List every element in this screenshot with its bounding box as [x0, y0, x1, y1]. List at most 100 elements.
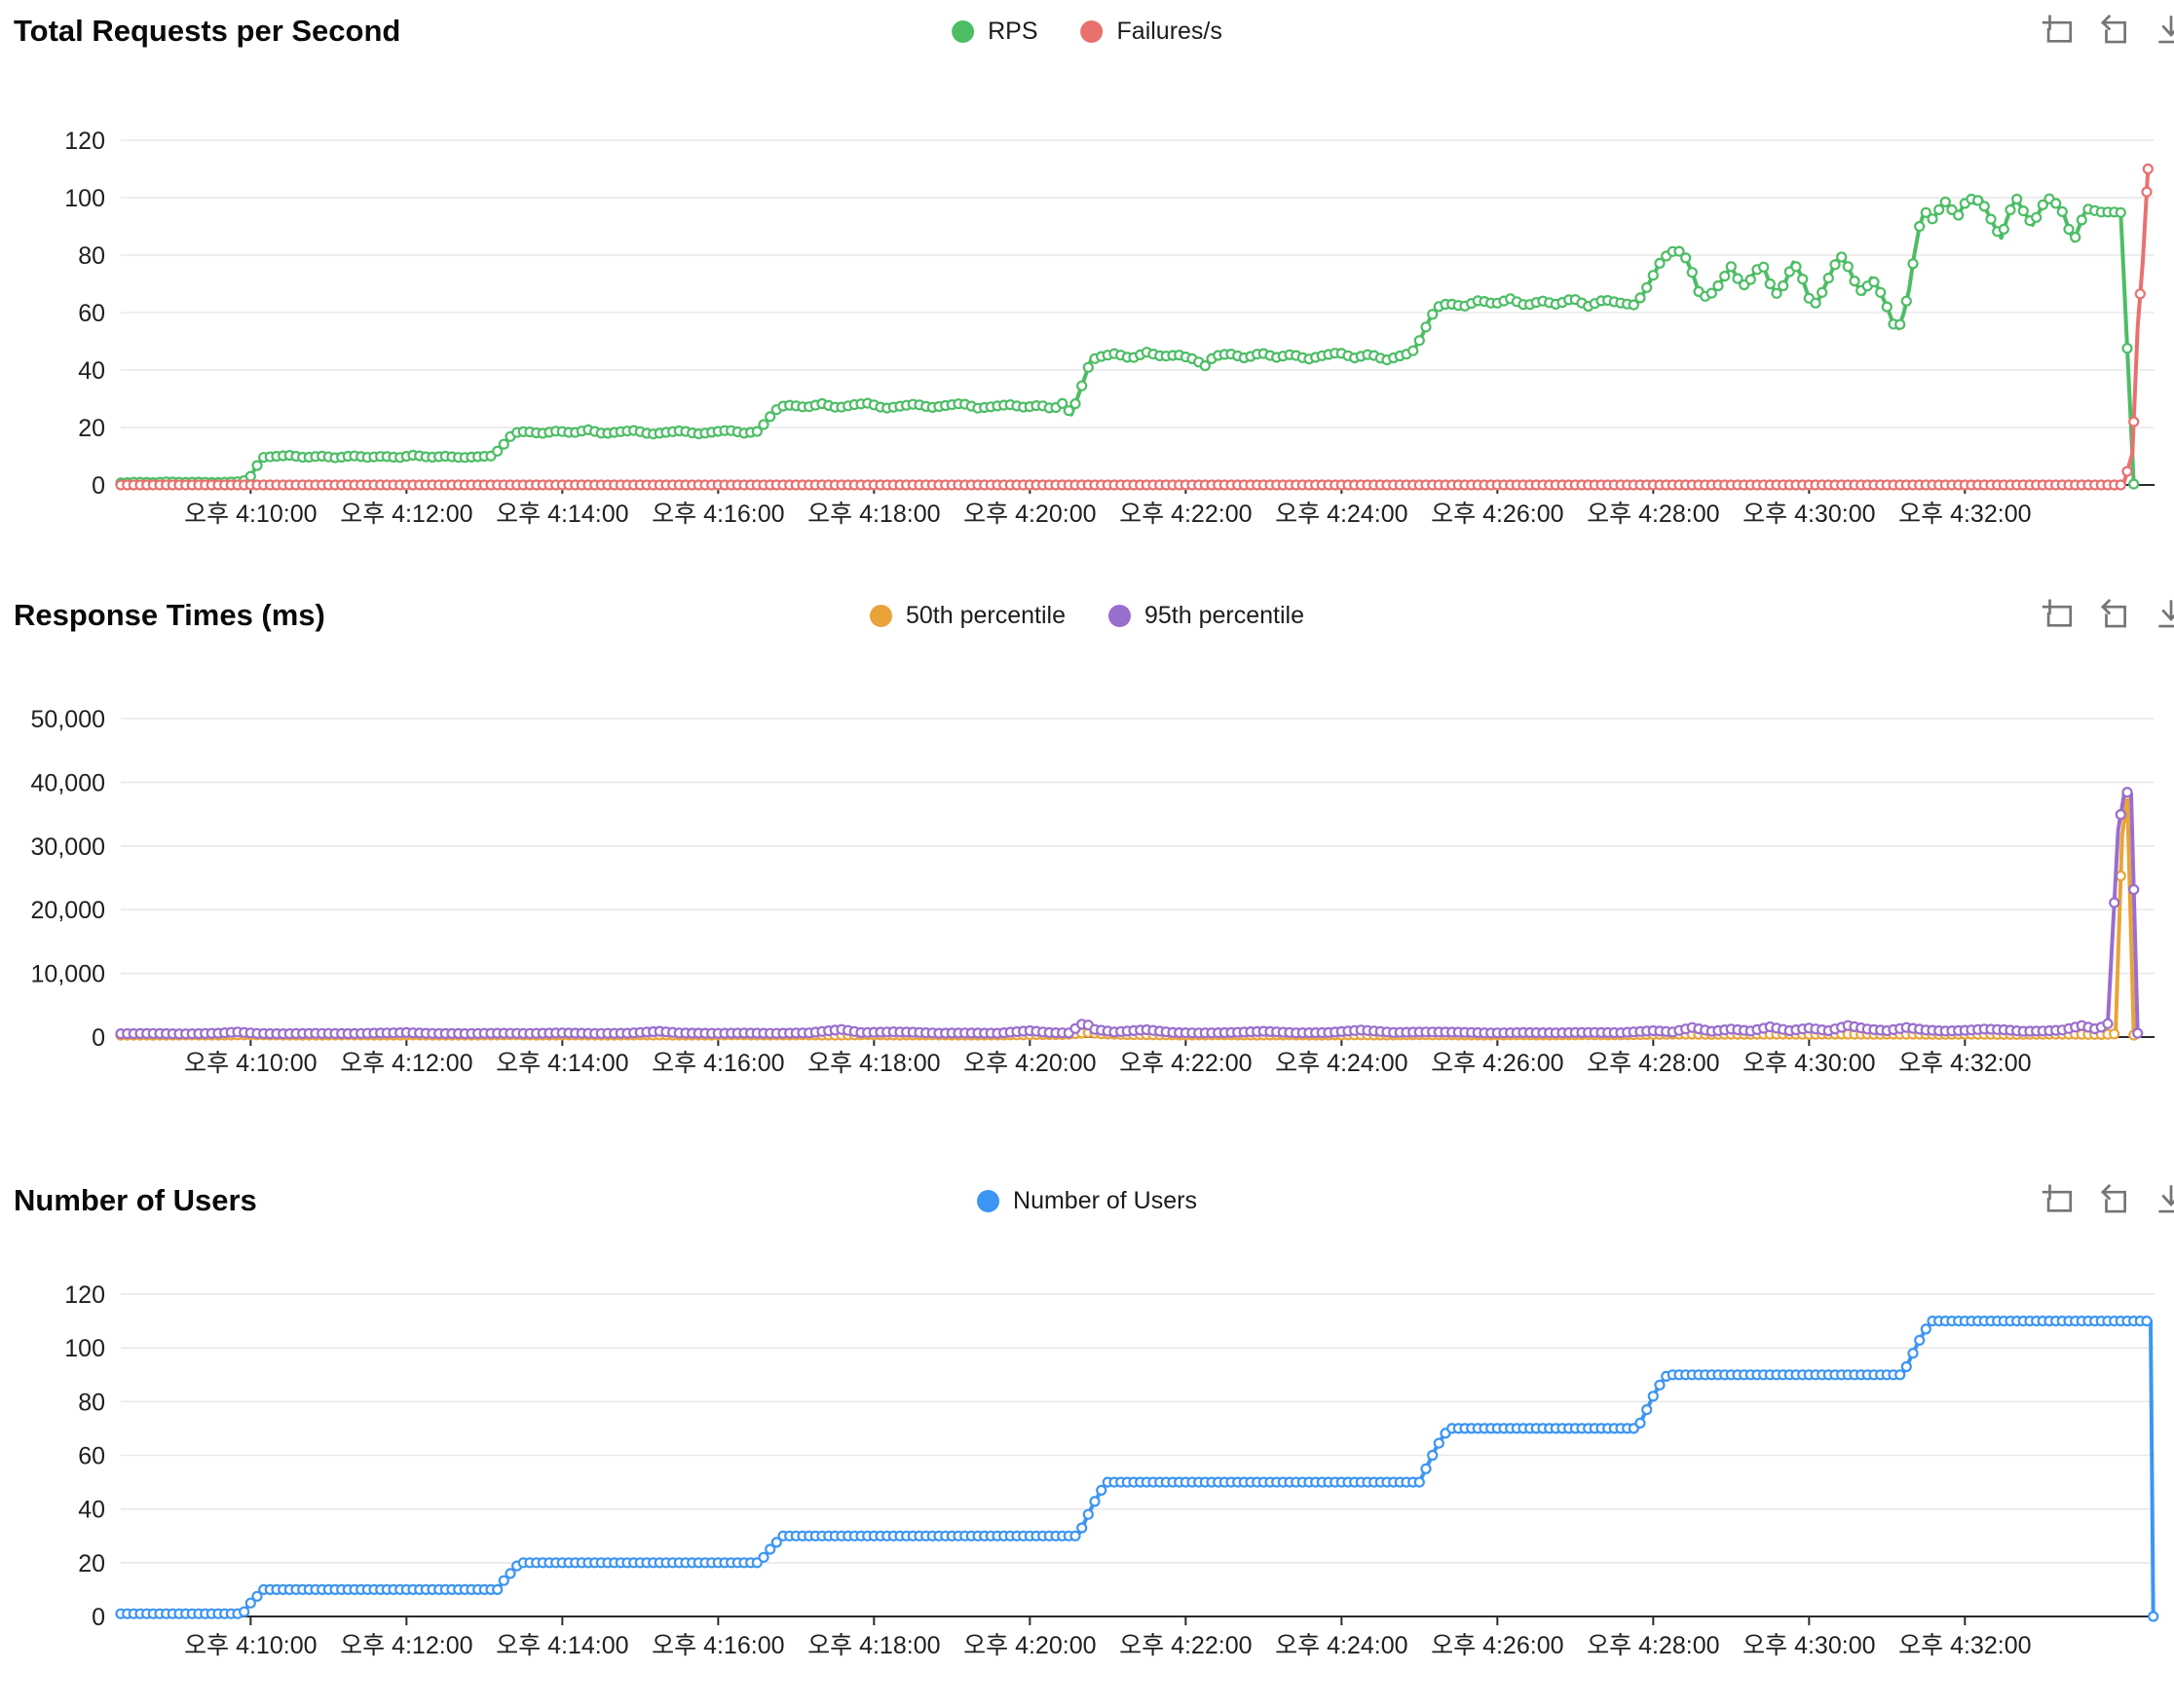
y-axis-tick-label: 20 — [78, 1550, 105, 1578]
y-axis-tick-label: 100 — [64, 1335, 105, 1362]
x-axis-tick-label: 오후 4:26:00 — [1431, 1050, 1563, 1077]
users-chart-header: Number of Users Number of Users — [0, 1177, 2174, 1232]
users-chart-legend: Number of Users — [977, 1187, 1197, 1215]
y-axis-tick-label: 80 — [78, 242, 105, 270]
series-50th-percentile — [115, 789, 2140, 1041]
response-times-x-axis: 오후 4:10:00 오후 4:12:00 오후 4:14:00 오후 4:16:00… — [184, 1037, 2032, 1077]
x-axis-tick-label: 오후 4:26:00 — [1431, 501, 1563, 528]
x-axis-tick-label: 오후 4:20:00 — [963, 1632, 1096, 1659]
x-axis-tick-label: 오후 4:10:00 — [184, 1632, 317, 1659]
x-axis-tick-label: 오후 4:14:00 — [496, 1050, 628, 1077]
y-axis-tick-label: 0 — [92, 472, 105, 500]
y-axis-tick-label: 120 — [64, 128, 105, 155]
legend-item[interactable]: Number of Users — [977, 1187, 1197, 1215]
x-axis-tick-label: 오후 4:32:00 — [1898, 1632, 2031, 1659]
y-axis-tick-label: 100 — [64, 185, 105, 212]
y-axis-tick-label: 30,000 — [31, 834, 105, 861]
y-axis-tick-label: 120 — [64, 1281, 105, 1309]
rps-chart-legend: RPS Failures/s — [952, 18, 1222, 46]
x-axis-tick-label: 오후 4:24:00 — [1275, 501, 1407, 528]
series-95th-percentile — [115, 787, 2144, 1040]
x-axis-tick-label: 오후 4:12:00 — [340, 1050, 472, 1077]
rps-chart-title: Total Requests per Second — [14, 14, 401, 48]
rps-grid: 0 20 40 60 80 100 120 — [64, 128, 2155, 500]
users-chart-section: Number of Users Number of Users 0 20 40 60 8… — [0, 1177, 2174, 1675]
x-axis-tick-label: 오후 4:30:00 — [1743, 1632, 1875, 1659]
x-axis-tick-label: 오후 4:28:00 — [1587, 1050, 1719, 1077]
y-axis-tick-label: 40 — [78, 1497, 105, 1524]
rps-toolbox — [2042, 14, 2174, 47]
legend-item[interactable]: 50th percentile — [869, 602, 1066, 630]
legend-item[interactable]: RPS — [952, 18, 1038, 46]
x-axis-tick-label: 오후 4:30:00 — [1743, 1050, 1875, 1077]
y-axis-tick-label: 80 — [78, 1389, 105, 1416]
users-x-axis: 오후 4:10:00 오후 4:12:00 오후 4:14:00 오후 4:16:00… — [184, 1616, 2032, 1659]
legend-label: RPS — [988, 18, 1038, 45]
x-axis-tick-label: 오후 4:28:00 — [1587, 501, 1719, 528]
response-times-chart-section: Response Times (ms) 50th percentile 95th … — [0, 592, 2174, 1080]
legend-dot-icon — [977, 1190, 1000, 1212]
x-axis-tick-label: 오후 4:22:00 — [1119, 1050, 1252, 1077]
locust-charts-page: { "page": {"background": "#ffffff"}, "to… — [0, 8, 2174, 1708]
y-axis-tick-label: 0 — [92, 1604, 105, 1631]
x-axis-tick-label: 오후 4:20:00 — [963, 501, 1096, 528]
legend-label: Failures/s — [1116, 18, 1222, 45]
restore-icon[interactable] — [2098, 598, 2131, 631]
zoom-select-icon[interactable] — [2042, 14, 2075, 47]
y-axis-tick-label: 0 — [92, 1024, 105, 1052]
legend-label: 95th percentile — [1144, 602, 1305, 629]
x-axis-tick-label: 오후 4:16:00 — [652, 1050, 784, 1077]
legend-label: Number of Users — [1013, 1187, 1197, 1214]
legend-dot-icon — [869, 605, 892, 627]
restore-icon[interactable] — [2098, 14, 2131, 47]
y-axis-tick-label: 20,000 — [31, 897, 105, 924]
response-times-grid: 0 10,000 20,000 30,000 40,000 50,000 — [31, 706, 2155, 1052]
y-axis-tick-label: 60 — [78, 1443, 105, 1470]
x-axis-tick-label: 오후 4:26:00 — [1431, 1632, 1563, 1659]
zoom-select-icon[interactable] — [2042, 598, 2075, 631]
save-image-icon[interactable] — [2155, 1183, 2174, 1216]
save-image-icon[interactable] — [2155, 598, 2174, 631]
rps-x-axis: 오후 4:10:00 오후 4:12:00 오후 4:14:00 오후 4:16:00… — [184, 485, 2032, 528]
restore-icon[interactable] — [2098, 1183, 2131, 1216]
legend-item[interactable]: 95th percentile — [1108, 602, 1304, 630]
legend-dot-icon — [1080, 20, 1104, 43]
rps-chart-header: Total Requests per Second RPS Failures/s — [0, 8, 2174, 62]
x-axis-tick-label: 오후 4:14:00 — [496, 501, 628, 528]
x-axis-tick-label: 오후 4:30:00 — [1743, 501, 1875, 528]
response-times-chart-legend: 50th percentile 95th percentile — [869, 602, 1304, 630]
y-axis-tick-label: 50,000 — [31, 706, 105, 733]
series-failures-s — [115, 163, 2154, 491]
x-axis-tick-label: 오후 4:32:00 — [1898, 501, 2031, 528]
y-axis-tick-label: 10,000 — [31, 961, 105, 988]
legend-dot-icon — [1108, 605, 1131, 627]
zoom-select-icon[interactable] — [2042, 1183, 2075, 1216]
legend-label: 50th percentile — [905, 602, 1066, 629]
response-times-chart-header: Response Times (ms) 50th percentile 95th … — [0, 592, 2174, 647]
x-axis-tick-label: 오후 4:20:00 — [963, 1050, 1096, 1077]
x-axis-tick-label: 오후 4:24:00 — [1275, 1050, 1407, 1077]
x-axis-tick-label: 오후 4:18:00 — [807, 1050, 940, 1077]
x-axis-tick-label: 오후 4:14:00 — [496, 1632, 628, 1659]
legend-item[interactable]: Failures/s — [1080, 18, 1222, 46]
y-axis-tick-label: 40,000 — [31, 769, 105, 797]
rps-chart-section: Total Requests per Second RPS Failures/s … — [0, 8, 2174, 530]
y-axis-tick-label: 20 — [78, 415, 105, 442]
users-grid: 0 20 40 60 80 100 120 — [64, 1281, 2155, 1631]
response-times-toolbox — [2042, 598, 2174, 631]
x-axis-tick-label: 오후 4:28:00 — [1587, 1632, 1719, 1659]
x-axis-tick-label: 오후 4:10:00 — [184, 501, 317, 528]
save-image-icon[interactable] — [2155, 14, 2174, 47]
x-axis-tick-label: 오후 4:18:00 — [807, 1632, 940, 1659]
x-axis-tick-label: 오후 4:32:00 — [1898, 1050, 2031, 1077]
x-axis-tick-label: 오후 4:12:00 — [340, 1632, 472, 1659]
users-chart-title: Number of Users — [14, 1183, 257, 1217]
x-axis-tick-label: 오후 4:16:00 — [652, 1632, 784, 1659]
x-axis-tick-label: 오후 4:22:00 — [1119, 1632, 1252, 1659]
users-toolbox — [2042, 1183, 2174, 1216]
response-times-chart-canvas[interactable]: 0 10,000 20,000 30,000 40,000 50,000 오후 4:10:0… — [0, 647, 2174, 1080]
response-times-chart-title: Response Times (ms) — [14, 598, 325, 632]
series-number-of-users — [115, 1315, 2159, 1622]
